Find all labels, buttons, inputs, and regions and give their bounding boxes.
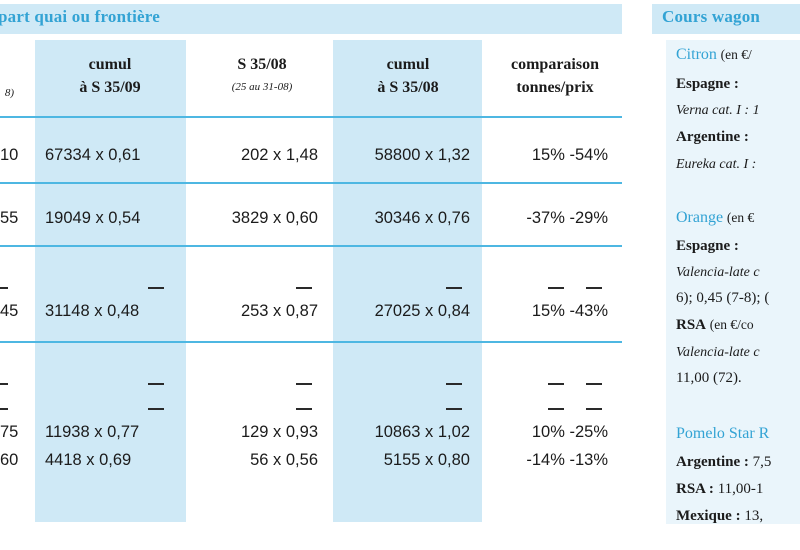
table-cell: 27025 x 0,84 [374,302,470,320]
dash-mark [296,383,312,385]
dash-mark [296,408,312,410]
sidebar-text: Valencia-late c [676,265,760,280]
table-cell: -37% -29% [526,209,608,227]
rule-row3 [0,341,622,343]
dash-mark [548,287,564,289]
table-cell: -14% -13% [526,451,608,469]
table-cell: 67334 x 0,61 [45,146,141,164]
column-band-cumul-09 [35,40,186,522]
dash-mark [0,383,8,385]
sidebar-text: Verna cat. I : 1 [676,103,760,118]
dash-mark [446,408,462,410]
sidebar-box [666,40,800,524]
rule-row1 [0,182,622,184]
sidebar-text: Mexique : 13, [676,508,764,524]
table-cell: 5155 x 0,80 [383,451,470,469]
header-cumul-s35-09: cumul à S 35/09 [79,56,141,96]
table-cell: 15% -54% [531,146,608,164]
sidebar-text: Espagne : [676,76,739,92]
dash-mark [446,383,462,385]
table-cell: 3829 x 0,60 [231,209,318,227]
column-band-cumul-08 [333,40,482,522]
table-title-band [0,4,622,34]
table-cell: 60 [0,451,19,469]
sidebar-text: Eureka cat. I : [676,157,757,172]
header-cumul-s35-08: cumul à S 35/08 [377,56,439,96]
rule-row2 [0,245,622,247]
header-s35-08: S 35/08 (25 au 31-08) [231,56,293,93]
rule-header [0,116,622,118]
sidebar-orange: Orange (en € [676,209,755,226]
dash-mark [586,287,602,289]
table-cell: 129 x 0,93 [240,423,318,441]
sidebar-text: Espagne : [676,238,739,254]
table-cell: 15% -43% [531,302,608,320]
sidebar-text: RSA (en €/co [676,317,754,333]
header-col0: 8) [4,87,14,99]
table-cell: 10863 x 1,02 [374,423,470,441]
table-cell: 202 x 1,48 [240,146,318,164]
dash-mark [586,383,602,385]
table-cell: 11938 x 0,77 [45,423,140,441]
dash-mark [548,408,564,410]
sidebar-text: Argentine : [676,129,749,145]
table-cell: 10% -25% [531,423,608,441]
sidebar-citron: Citron (en €/ [676,46,752,63]
sidebar-pomelo: Pomelo Star R [676,425,770,442]
table-cell: 10 [0,146,19,164]
table-cell: 31148 x 0,48 [45,302,140,320]
dash-mark [0,287,8,289]
dash-mark [296,287,312,289]
table-cell: 75 [0,423,19,441]
table-cell: 55 [0,209,19,227]
dash-mark [148,408,164,410]
dash-mark [0,408,8,410]
sidebar-title-band [652,4,800,34]
table-cell: 58800 x 1,32 [374,146,470,164]
sidebar-text: 6); 0,45 (7-8); ( [676,290,770,306]
table-cell: 45 [0,302,19,320]
header-comparaison: comparaison tonnes/prix [511,56,599,96]
dash-mark [148,287,164,289]
table-cell: 56 x 0,56 [250,451,318,469]
dash-mark [586,408,602,410]
sidebar-text: Argentine : 7,5 [676,454,772,470]
table-cell: 253 x 0,87 [240,302,318,320]
table-cell: 30346 x 0,76 [374,209,470,227]
table-cell: 4418 x 0,69 [45,451,132,469]
sidebar-text: 11,00 (72). [676,370,742,386]
dash-mark [148,383,164,385]
dash-mark [446,287,462,289]
sidebar-text: Valencia-late c [676,345,760,360]
sidebar-title: Cours wagon [662,7,761,26]
dash-mark [548,383,564,385]
table-cell: 19049 x 0,54 [45,209,141,227]
table-title: part quai ou frontière [0,7,160,26]
sidebar-text: RSA : 11,00-1 [676,481,764,497]
